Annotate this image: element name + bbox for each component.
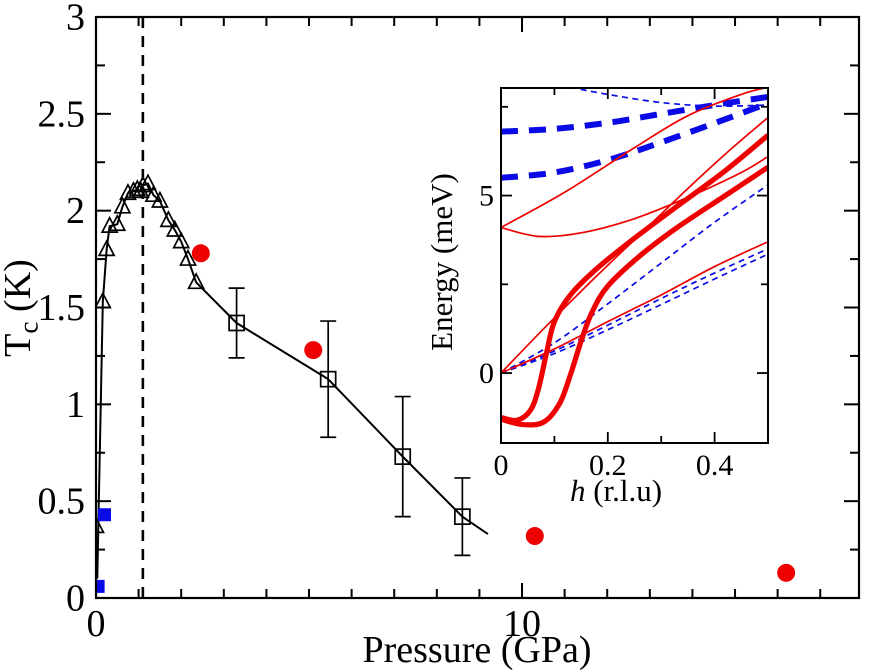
- main-ytick-2: 2: [66, 190, 85, 232]
- inset-xtick-0.4: 0.4: [696, 449, 734, 482]
- main-plot-area: [96, 17, 796, 598]
- inset-x-axis-title: h (r.l.u): [570, 473, 662, 508]
- series-dispersion-thin-red-optical-upper: [501, 88, 768, 229]
- main-ytick-0.5: 0.5: [38, 481, 86, 523]
- main-tick-labels: 0 10 0 0.5 1 1.5 2 2.5 3: [38, 0, 542, 645]
- main-ticks: [95, 16, 859, 599]
- series-dispersion-thick-red-gapped-2: [501, 164, 768, 428]
- series-dispersion-thin-red-optical-lower: [501, 155, 768, 238]
- series-dispersion-thin-dashed-descending: [570, 88, 768, 108]
- main-xtick-10: 10: [503, 603, 541, 645]
- main-ytick-1.5: 1.5: [38, 287, 86, 329]
- series-open-triangles-tc: [96, 173, 206, 534]
- inset-plot-area: [501, 88, 768, 428]
- inset-xtick-0: 0: [494, 449, 509, 482]
- main-ytick-0: 0: [66, 578, 85, 620]
- inset-ticks: [500, 88, 769, 443]
- series-dispersion-thick-dashed-optical-2: [501, 100, 768, 181]
- main-xtick-0: 0: [87, 603, 106, 645]
- inset-ytick-0: 0: [479, 357, 494, 390]
- series-dispersion-thick-red-gapped-1: [501, 133, 768, 424]
- inset-y-axis-title: Energy (meV): [424, 173, 459, 351]
- series-red-filled-circles-tc: [191, 244, 796, 582]
- main-ytick-3: 3: [66, 0, 85, 39]
- inset-tick-labels: 0 0.2 0.4 0 5: [479, 179, 733, 482]
- series-dispersion-thin-red-acoustic-low: [501, 240, 768, 374]
- inset-ytick-5: 5: [479, 179, 494, 212]
- inset-chart: 0 0.2 0.4 0 5 h (r.l.u) Energy (meV): [424, 87, 769, 508]
- inset-xtick-0.2: 0.2: [589, 449, 627, 482]
- main-ytick-2.5: 2.5: [38, 93, 86, 135]
- main-y-axis-title: Tc (K): [0, 259, 44, 357]
- series-blue-filled-squares-tc: [96, 508, 112, 593]
- main-ytick-1: 1: [66, 384, 85, 426]
- main-x-axis-title: Pressure (GPa): [362, 629, 591, 670]
- series-open-squares-tc-with-errors: [228, 287, 471, 557]
- inset-axes-frame: [500, 87, 769, 444]
